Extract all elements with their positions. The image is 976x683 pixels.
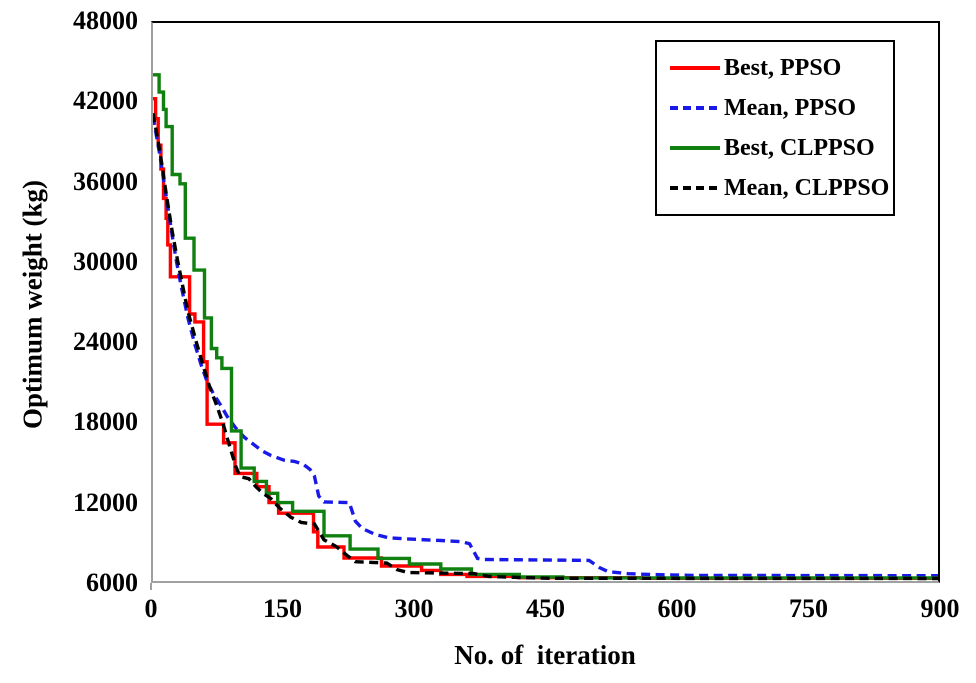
plot-area: Best, PPSO Mean, PPSO Best, CLPPSO Mean,… <box>151 21 940 583</box>
legend-item-best-clppso: Best, CLPPSO <box>670 136 893 160</box>
legend-label-mean-clppso: Mean, CLPPSO <box>724 175 890 201</box>
series-line-mean-clppso <box>153 112 938 581</box>
x-tick-label: 900 <box>920 594 960 623</box>
y-tick-label: 36000 <box>73 166 138 196</box>
x-tick-label: 300 <box>394 594 434 623</box>
x-axis-title: No. of iteration <box>454 640 636 670</box>
y-tick-label: 12000 <box>73 487 138 517</box>
y-tick-label: 42000 <box>73 86 138 116</box>
legend-line-sample-best-clppso <box>670 146 720 150</box>
legend-line-sample-mean-clppso <box>670 186 720 190</box>
legend-item-mean-clppso: Mean, CLPPSO <box>670 176 893 200</box>
y-tick-label: 48000 <box>73 6 138 35</box>
legend-label-mean-ppso: Mean, PPSO <box>724 95 856 121</box>
series-line-mean-ppso <box>153 115 938 578</box>
series-line-best-clppso <box>153 73 938 580</box>
legend-label-best-ppso: Best, PPSO <box>724 55 842 81</box>
series-plot <box>153 73 938 581</box>
x-tick-label: 0 <box>144 594 158 623</box>
legend-line-sample-best-ppso <box>670 66 720 70</box>
legend-line-sample-mean-ppso <box>670 106 720 110</box>
x-tick-label: 600 <box>657 594 697 623</box>
y-tick-label: 24000 <box>73 327 138 357</box>
x-tick-label: 750 <box>789 594 828 623</box>
y-tick-label: 6000 <box>86 568 138 597</box>
x-tick-label: 450 <box>526 594 565 623</box>
y-tick-label: 18000 <box>73 407 138 437</box>
legend-label-best-clppso: Best, CLPPSO <box>724 135 875 161</box>
legend: Best, PPSO Mean, PPSO Best, CLPPSO Mean,… <box>655 40 895 216</box>
x-axis-origin-tick <box>150 583 152 590</box>
x-tick-label: 150 <box>263 594 302 623</box>
legend-item-mean-ppso: Mean, PPSO <box>670 96 893 120</box>
y-tick-label: 30000 <box>73 246 138 276</box>
legend-item-best-ppso: Best, PPSO <box>670 56 893 80</box>
